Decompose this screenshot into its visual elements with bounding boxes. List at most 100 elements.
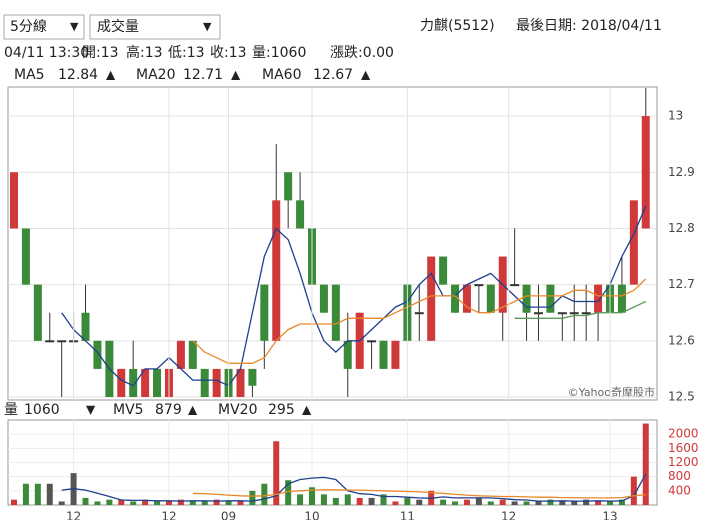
volume-bar bbox=[22, 483, 29, 505]
candle-body bbox=[296, 200, 305, 229]
candle-body bbox=[522, 284, 531, 313]
candle-body bbox=[57, 340, 67, 343]
y-tick-label: 1200 bbox=[668, 455, 699, 469]
last-date: 最後日期: 2018/04/11 bbox=[516, 18, 662, 34]
volume-bar bbox=[118, 499, 125, 505]
legend-trend: ▲ bbox=[188, 403, 198, 417]
volume-bar bbox=[142, 499, 149, 505]
candle-body bbox=[93, 340, 102, 369]
x-tick-label: 12 bbox=[161, 510, 176, 520]
ma-line bbox=[192, 278, 647, 364]
period-select[interactable] bbox=[3, 14, 85, 40]
candle-body bbox=[367, 340, 377, 343]
candle-body bbox=[343, 340, 352, 369]
candle-body bbox=[414, 312, 424, 315]
volume-bar bbox=[571, 501, 578, 505]
candle-body bbox=[284, 172, 293, 201]
candle-body bbox=[439, 256, 448, 285]
legend-trend: ▲ bbox=[231, 68, 241, 82]
volume-bar bbox=[106, 499, 113, 505]
candle-body bbox=[188, 340, 197, 369]
legend-name: MV5 bbox=[113, 402, 144, 418]
info-time: 04/11 13:30 bbox=[4, 45, 89, 61]
volume-bar bbox=[535, 501, 542, 505]
candle-body bbox=[391, 340, 400, 369]
info-open: 開:13 bbox=[82, 45, 119, 61]
candle-body bbox=[510, 284, 520, 287]
y-tick-label: 2000 bbox=[668, 427, 699, 441]
candle-body bbox=[45, 340, 55, 343]
legend-value: 295 bbox=[268, 402, 295, 418]
legend-value: 1060 bbox=[24, 402, 60, 418]
legend-trend: ▲ bbox=[302, 403, 312, 417]
volume-bar bbox=[273, 441, 280, 505]
candle-body bbox=[272, 200, 281, 341]
mv-line bbox=[192, 489, 646, 499]
volume-bar bbox=[201, 501, 208, 505]
y-tick-label: 1600 bbox=[668, 441, 699, 455]
legend-value: 879 bbox=[155, 402, 182, 418]
volume-bar bbox=[583, 499, 590, 505]
legend-name: MA5 bbox=[14, 67, 45, 83]
watermark: ©Yahoo奇摩股市 bbox=[568, 385, 655, 399]
volume-bar bbox=[595, 501, 602, 505]
mv-line bbox=[61, 473, 647, 502]
volume-bar bbox=[356, 497, 363, 505]
indicator-label: 成交量 bbox=[97, 18, 139, 35]
ma-line bbox=[514, 300, 647, 319]
indicator-select[interactable] bbox=[89, 14, 221, 40]
volume-bar bbox=[58, 501, 65, 505]
volume-bar bbox=[607, 501, 613, 505]
legend-value: 12.84 bbox=[58, 67, 98, 83]
candle-body bbox=[474, 284, 484, 287]
volume-bar bbox=[523, 501, 530, 505]
volume-bar bbox=[332, 497, 339, 505]
volume-bar bbox=[463, 499, 470, 505]
volume-bar bbox=[261, 483, 268, 505]
legend-name: MA20 bbox=[136, 67, 175, 83]
candle-body bbox=[129, 368, 138, 397]
volume-bar bbox=[404, 497, 411, 505]
y-tick-label: 12.5 bbox=[668, 390, 695, 404]
x-tick-label: 12 bbox=[66, 510, 81, 520]
volume-bar bbox=[297, 494, 304, 505]
candle-body bbox=[641, 116, 650, 229]
candle-body bbox=[260, 284, 269, 341]
volume-bar bbox=[499, 499, 506, 505]
volume-bar bbox=[511, 501, 518, 505]
legend-value: 12.71 bbox=[183, 67, 223, 83]
candle-body bbox=[379, 340, 388, 369]
legend-name: 量 bbox=[4, 402, 18, 418]
info-volume: 量:1060 bbox=[252, 45, 306, 61]
candle-body bbox=[248, 368, 257, 386]
volume-bar bbox=[309, 487, 315, 505]
volume-bar bbox=[487, 501, 494, 505]
volume-bar bbox=[440, 499, 447, 505]
volume-bar bbox=[46, 483, 53, 505]
candle-body bbox=[33, 284, 42, 341]
volume-bar bbox=[416, 499, 423, 505]
volume-bar bbox=[475, 497, 482, 505]
volume-bar bbox=[11, 499, 17, 505]
volume-bar bbox=[130, 501, 137, 505]
volume-bar bbox=[452, 501, 459, 505]
candle-body bbox=[451, 284, 460, 313]
candle-body bbox=[117, 368, 126, 397]
candle-body bbox=[331, 284, 340, 341]
candle-body bbox=[617, 284, 626, 313]
y-tick-label: 12.7 bbox=[668, 277, 695, 291]
legend-name: MV20 bbox=[218, 402, 257, 418]
volume-bar bbox=[380, 494, 387, 505]
volume-bar bbox=[94, 501, 101, 505]
candle-body bbox=[427, 256, 436, 341]
volume-bar bbox=[249, 490, 256, 505]
volume-bar bbox=[213, 499, 220, 505]
volume-bar bbox=[189, 501, 196, 505]
x-tick-label: 09 bbox=[221, 510, 236, 520]
candle-body bbox=[236, 368, 245, 397]
candle-body bbox=[546, 284, 555, 313]
period-label: 5分線 bbox=[10, 19, 47, 35]
candle-body bbox=[21, 228, 30, 285]
candle-body bbox=[10, 172, 18, 229]
